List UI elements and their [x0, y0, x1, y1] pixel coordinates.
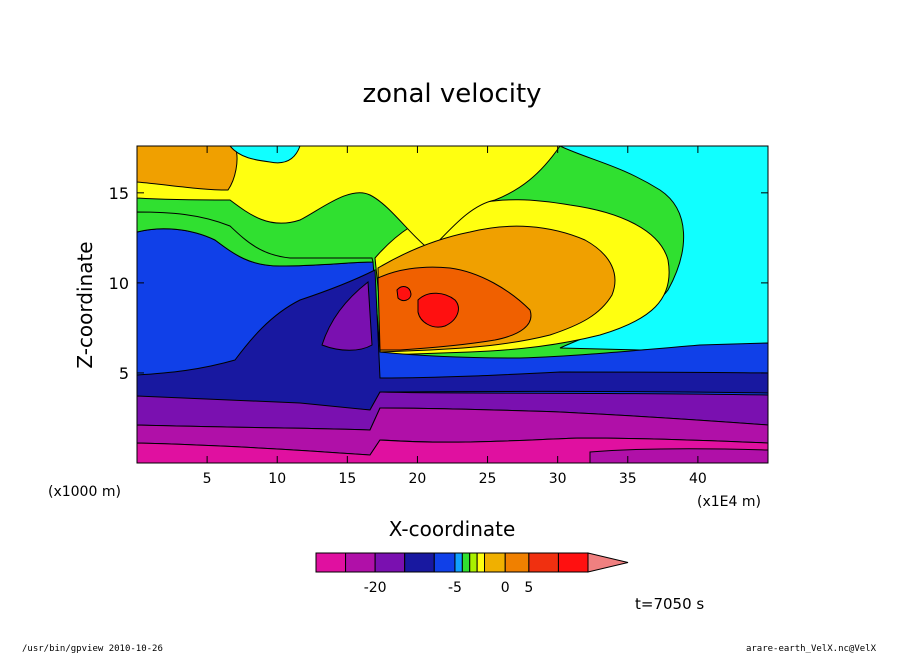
colorbar-segment [504, 552, 530, 573]
colorbar-tick-label: 0 [501, 580, 510, 596]
x-tick-label: 20 [409, 471, 427, 487]
red-maximum-small [396, 286, 412, 302]
colorbar-tick-label: -20 [364, 580, 387, 596]
colorbar: -20 -5 0 5 [315, 552, 629, 596]
colorbar-segment [374, 552, 406, 573]
yellow-top-band [137, 146, 561, 251]
y-tick-label: 5 [119, 364, 129, 383]
colorbar-extend-max [587, 552, 629, 573]
colorbar-segment [476, 552, 486, 573]
y-tick-label: 10 [109, 274, 129, 293]
colorbar-tick-label: -5 [448, 580, 462, 596]
cyan-top-patch [229, 146, 301, 164]
y-tick-label: 15 [109, 184, 129, 203]
x-axis-label: X-coordinate [389, 517, 516, 541]
x-tick-label: 5 [203, 471, 212, 487]
dark-blue-core [137, 269, 768, 411]
colorbar-segment [469, 552, 478, 573]
colorbar-segment [315, 552, 347, 573]
chart-title: zonal velocity [362, 79, 541, 109]
y-axis: 5 10 15 [109, 184, 768, 383]
colorbar-segment [433, 552, 456, 573]
x-tick-label: 15 [338, 471, 356, 487]
plot-frame [136, 145, 769, 464]
colorbar-segment [484, 552, 506, 573]
violet-layer [321, 281, 373, 351]
time-label: t=7050 s [635, 595, 704, 613]
bottom-right-purple [589, 448, 768, 463]
red-maximum [417, 292, 459, 328]
orange-top-left [137, 146, 238, 191]
x-tick-label: 25 [479, 471, 497, 487]
y-axis-label: Z-coordinate [73, 241, 97, 368]
colorbar-segment [404, 552, 435, 573]
colorbar-segment [557, 552, 589, 573]
green-strip [137, 211, 374, 267]
footer-left: /usr/bin/gpview 2010-10-26 [22, 644, 163, 654]
x-axis: 5 10 15 20 25 30 35 40 [203, 146, 707, 487]
colorbar-tick-label: 5 [524, 580, 533, 596]
colorbar-segment [528, 552, 559, 573]
x-tick-label: 10 [268, 471, 286, 487]
colorbar-segment [461, 552, 471, 573]
x-unit-left: (x1000 m) [48, 484, 121, 500]
x-tick-label: 30 [549, 471, 567, 487]
x-unit-right: (x1E4 m) [697, 494, 761, 510]
x-tick-label: 40 [689, 471, 707, 487]
colorbar-segment [454, 552, 463, 573]
colorbar-segment [345, 552, 376, 573]
footer-right: arare-earth_VelX.nc@VelX [746, 644, 877, 654]
x-tick-label: 35 [619, 471, 637, 487]
contour-field [137, 146, 768, 463]
